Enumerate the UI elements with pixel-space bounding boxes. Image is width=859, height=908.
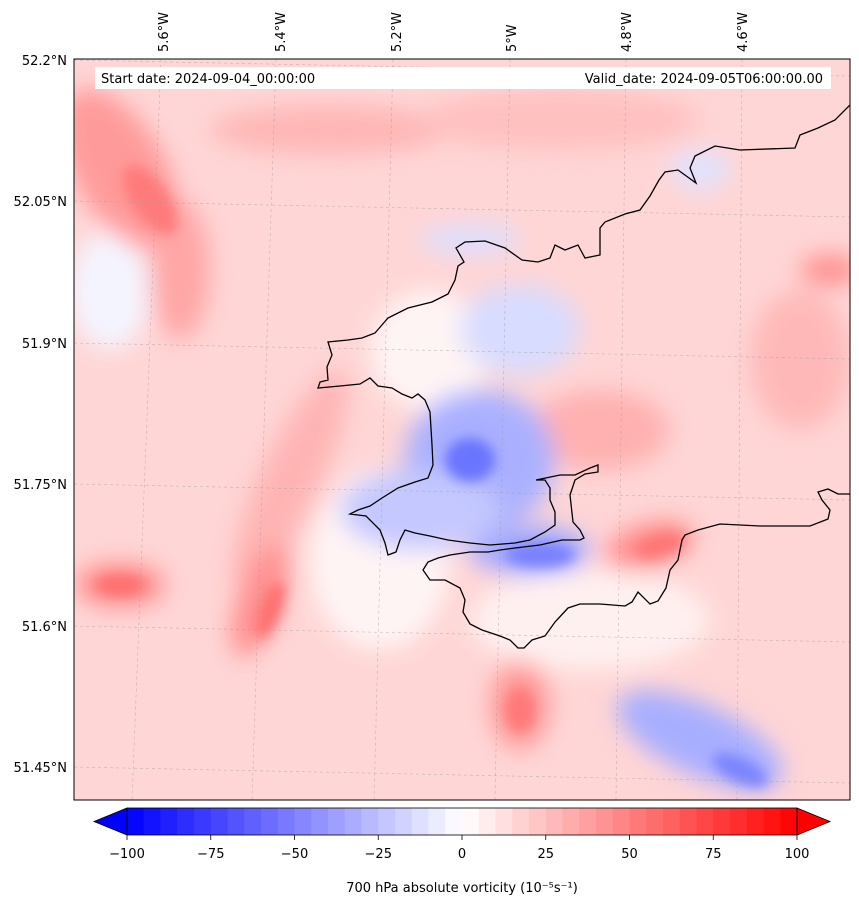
colorbar-cell xyxy=(227,808,245,835)
colorbar-cell xyxy=(127,808,145,835)
colorbar-cell xyxy=(679,808,698,835)
longitude-labels: 5.6°W 5.4°W 5.2°W 5°W 4.8°W 4.6°W xyxy=(157,12,751,52)
colorbar-label: 700 hPa absolute vorticity (10⁻⁵s⁻¹) xyxy=(346,881,578,896)
colorbar-cell xyxy=(763,808,781,835)
lon-label-5-4w: 5.4°W xyxy=(274,12,289,52)
colorbar-cell xyxy=(395,808,413,835)
colorbar-cell xyxy=(462,808,480,835)
colorbar-cell xyxy=(562,808,580,835)
cbar-tick-label: 25 xyxy=(537,847,554,862)
cbar-tick-label: −100 xyxy=(109,847,145,862)
cbar-tick-label: −50 xyxy=(281,847,308,862)
start-date-label: Start date: 2024-09-04_00:00:00 xyxy=(101,72,315,87)
lat-label-51-6n: 51.6°N xyxy=(22,620,67,635)
cbar-tick-label: 0 xyxy=(458,847,466,862)
colorbar-cell xyxy=(244,808,262,835)
colorbar-cell xyxy=(328,808,346,835)
colorbar-cell xyxy=(512,808,530,835)
colorbar-tick-labels: −100 −75 −50 −25 0 25 50 75 100 xyxy=(109,847,809,862)
colorbar-cell xyxy=(428,808,446,835)
lat-label-51-75n: 51.75°N xyxy=(14,478,67,493)
colorbar-cell xyxy=(344,808,363,835)
cbar-tick-label: 50 xyxy=(621,847,638,862)
colorbar-cell xyxy=(411,808,430,835)
valid-date-label: Valid_date: 2024-09-05T06:00:00.00 xyxy=(585,72,823,87)
colorbar-cell xyxy=(294,808,312,835)
colorbar-cell xyxy=(730,808,748,835)
colorbar-extend-low xyxy=(92,807,128,836)
colorbar-cell xyxy=(596,808,614,835)
colorbar-cell xyxy=(780,808,798,835)
lat-label-52-05n: 52.05°N xyxy=(14,195,67,210)
colorbar-cell xyxy=(529,808,547,835)
colorbar-ticks xyxy=(126,835,798,840)
colorbar-cell xyxy=(210,808,229,835)
colorbar-cell xyxy=(478,808,497,835)
cbar-tick-label: 75 xyxy=(705,847,722,862)
header-box xyxy=(95,67,831,89)
colorbar-cell xyxy=(143,808,162,835)
colorbar-cell xyxy=(663,808,681,835)
map-frame xyxy=(73,58,851,801)
latitude-labels: 52.2°N 52.05°N 51.9°N 51.75°N 51.6°N 51.… xyxy=(14,54,67,776)
colorbar-cell xyxy=(361,808,379,835)
lon-label-5-2w: 5.2°W xyxy=(390,12,405,52)
colorbar-cell xyxy=(277,808,296,835)
colorbar-cell xyxy=(378,808,396,835)
colorbar-cell xyxy=(696,808,714,835)
colorbar-cell xyxy=(160,808,178,835)
colorbar-cell xyxy=(445,808,463,835)
colorbar-cell xyxy=(646,808,664,835)
map-panel: Start date: 2024-09-04_00:00:00 Valid_da… xyxy=(14,12,851,801)
lon-label-5-6w: 5.6°W xyxy=(157,12,172,52)
lon-label-5w: 5°W xyxy=(505,24,520,52)
lat-label-51-9n: 51.9°N xyxy=(22,337,67,352)
colorbar-cells xyxy=(127,808,798,835)
vorticity-field xyxy=(74,59,850,800)
lon-label-4-8w: 4.8°W xyxy=(620,12,635,52)
colorbar-cell xyxy=(495,808,513,835)
lat-label-51-45n: 51.45°N xyxy=(14,761,67,776)
cbar-tick-label: −25 xyxy=(365,847,392,862)
colorbar-cell xyxy=(545,808,564,835)
colorbar: −100 −75 −50 −25 0 25 50 75 100 700 hPa … xyxy=(92,807,832,896)
colorbar-cell xyxy=(746,808,765,835)
coastline xyxy=(317,104,850,649)
colorbar-cell xyxy=(612,808,631,835)
colorbar-cell xyxy=(177,808,195,835)
colorbar-cell xyxy=(194,808,212,835)
colorbar-cell xyxy=(261,808,279,835)
colorbar-cell xyxy=(311,808,329,835)
colorbar-cell xyxy=(713,808,731,835)
colorbar-cell xyxy=(579,808,597,835)
colorbar-cell xyxy=(629,808,647,835)
lat-label-52-2n: 52.2°N xyxy=(22,54,67,69)
cbar-tick-label: −75 xyxy=(197,847,224,862)
colorbar-extend-high xyxy=(796,807,832,836)
lon-label-4-6w: 4.6°W xyxy=(736,12,751,52)
cbar-tick-label: 100 xyxy=(785,847,810,862)
